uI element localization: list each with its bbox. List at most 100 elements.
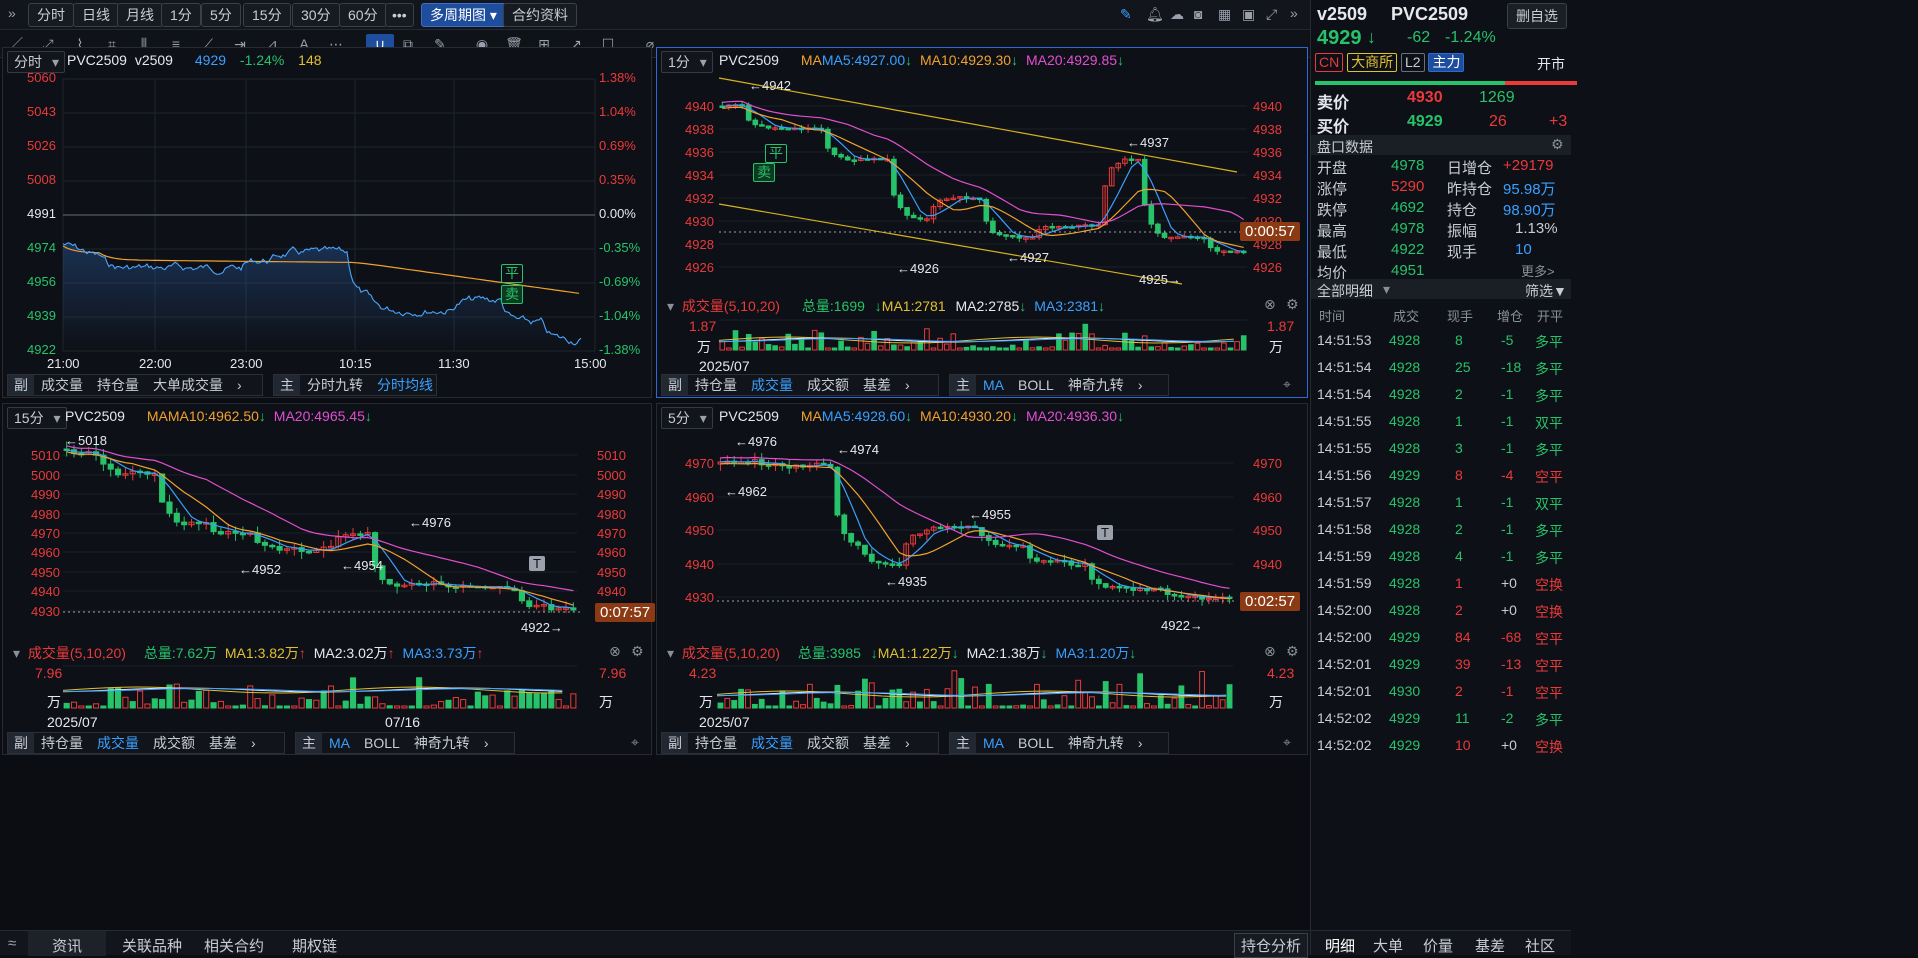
ind-nine[interactable]: 神奇九转 [1067, 735, 1124, 751]
more-button[interactable]: ••• [385, 3, 414, 27]
ind-volume[interactable]: 成交量 [97, 735, 139, 751]
next-arrow-icon[interactable]: › [905, 377, 910, 393]
measure-tool-icon[interactable]: ⇥ [234, 36, 246, 52]
bars-tool-icon[interactable]: ⫼ [140, 36, 148, 52]
tab-community[interactable]: 社区 [1525, 938, 1556, 955]
multi-period-button[interactable]: 多周期图 ▾ [421, 3, 506, 27]
ind-nine[interactable]: 分时九转 [307, 377, 363, 393]
ind-basis[interactable]: 基差 [863, 735, 891, 751]
period-select[interactable]: 1分 [661, 51, 713, 73]
fan-tool-icon[interactable]: ⟋ [203, 36, 213, 52]
volume-bar [1013, 705, 1020, 709]
settings-icon[interactable]: ⚙ [1551, 136, 1564, 152]
detail-title[interactable]: 全部明细 [1317, 283, 1373, 299]
expand-icon[interactable]: » [8, 5, 16, 21]
next-arrow-icon[interactable]: › [483, 735, 489, 751]
fib-tool-icon[interactable]: ≡ [171, 36, 181, 52]
tab-1min[interactable]: 1分 [161, 3, 201, 27]
volume-bar [460, 699, 467, 709]
pen-icon[interactable]: ✎ [434, 36, 446, 52]
chart-settings-icon[interactable]: ▣ [1242, 6, 1256, 22]
period-select[interactable]: 5分 [661, 407, 713, 429]
ind-ma[interactable]: MA [983, 735, 1004, 751]
close-icon[interactable]: ⊗ [1264, 296, 1276, 312]
next-arrow-icon[interactable]: › [251, 735, 256, 751]
ind-boll[interactable]: BOLL [1018, 377, 1054, 393]
ruler-icon[interactable]: ⌀ [645, 36, 655, 52]
ind-volume[interactable]: 成交量 [41, 377, 83, 393]
tab-options[interactable]: 期权链 [292, 938, 338, 955]
tab-30min[interactable]: 30分 [292, 3, 340, 27]
ind-amount[interactable]: 成交额 [807, 735, 849, 751]
camera-icon[interactable]: ◙ [1194, 6, 1203, 22]
gann-tool-icon[interactable]: ⊿ [266, 36, 278, 52]
ind-boll[interactable]: BOLL [364, 735, 400, 751]
ind-amount[interactable]: 成交额 [807, 377, 849, 393]
ind-ma[interactable]: MA [329, 735, 350, 751]
period-select[interactable]: 15分 [7, 407, 67, 429]
ind-basis[interactable]: 基差 [209, 735, 237, 751]
period-select[interactable]: 分时 [7, 51, 65, 73]
channel-tool-icon[interactable]: ⌇ [76, 36, 84, 52]
tab-news[interactable]: 资讯 [28, 931, 107, 956]
bell-icon[interactable]: 🔔︎ [1146, 6, 1164, 22]
y-axis-label-right: 4940 [597, 584, 626, 599]
layers-icon[interactable]: ⧉ [403, 36, 413, 52]
ind-avgline[interactable]: 分时均线 [377, 377, 433, 393]
ind-oi[interactable]: 持仓量 [97, 377, 139, 393]
gear-icon[interactable]: ⚙ [631, 643, 644, 659]
tab-pricevol[interactable]: 价量 [1423, 938, 1454, 955]
ind-boll[interactable]: BOLL [1018, 735, 1054, 751]
tab-related[interactable]: 关联品种 [122, 938, 183, 955]
tab-monthly[interactable]: 月线 [117, 3, 163, 27]
tab-15min[interactable]: 15分 [243, 3, 291, 27]
close-icon[interactable]: ⊗ [1264, 643, 1276, 659]
tab-daily[interactable]: 日线 [73, 3, 119, 27]
grid-icon[interactable]: ▦ [1218, 6, 1232, 22]
hold-analysis-button[interactable]: 持仓分析 [1234, 933, 1309, 958]
tab-detail[interactable]: 明细 [1325, 938, 1356, 955]
ind-oi[interactable]: 持仓量 [695, 735, 737, 751]
ind-nine[interactable]: 神奇九转 [1067, 377, 1124, 393]
text-tool-icon[interactable]: A [299, 36, 309, 52]
expand-up-icon[interactable]: ≈ [8, 935, 17, 952]
tab-5min[interactable]: 5分 [201, 3, 241, 27]
ind-nine[interactable]: 神奇九转 [413, 735, 470, 751]
tab-basis[interactable]: 基差 [1475, 938, 1506, 955]
ind-volume[interactable]: 成交量 [751, 377, 793, 393]
next-arrow-icon[interactable]: › [905, 735, 910, 751]
ind-basis[interactable]: 基差 [863, 377, 891, 393]
contract-info-button[interactable]: 合约资料 [503, 3, 577, 27]
share-icon[interactable]: ↗ [570, 36, 582, 52]
ind-bigvol[interactable]: 大单成交量 [153, 377, 223, 393]
crop-tool-icon[interactable]: ⌗ [108, 36, 116, 52]
ind-oi[interactable]: 持仓量 [41, 735, 83, 751]
ind-ma[interactable]: MA [983, 377, 1004, 393]
location-icon[interactable]: ⌖ [631, 734, 639, 750]
gear-icon[interactable]: ⚙ [1286, 296, 1299, 312]
ray-tool-icon[interactable]: ⤢ [42, 36, 54, 52]
filter-button[interactable]: 筛选▼ [1525, 283, 1567, 299]
gear-icon[interactable]: ⚙ [1286, 643, 1299, 659]
ind-volume[interactable]: 成交量 [751, 735, 793, 751]
close-icon[interactable]: ⊗ [609, 643, 621, 659]
next-arrow-icon[interactable]: › [1137, 735, 1143, 751]
objects-icon[interactable]: ⊞ [538, 36, 550, 52]
tab-contracts[interactable]: 相关合约 [204, 938, 265, 955]
tab-bigorder[interactable]: 大单 [1373, 938, 1404, 955]
tab-60min[interactable]: 60分 [339, 3, 387, 27]
tab-fenshi[interactable]: 分时 [28, 3, 74, 27]
next-arrow-icon[interactable]: › [1137, 377, 1143, 393]
next-arrow-icon[interactable]: › [237, 377, 242, 393]
fullscreen-icon[interactable]: ⤢ [1266, 6, 1278, 22]
remove-favorite-button[interactable]: 删自选 [1507, 3, 1567, 29]
draw-icon[interactable]: ✎ [1120, 6, 1132, 22]
ind-amount[interactable]: 成交额 [153, 735, 195, 751]
location-icon[interactable]: ⌖ [1283, 376, 1291, 392]
collapse-icon[interactable]: » [1290, 5, 1298, 21]
more-link[interactable]: 更多> [1521, 264, 1555, 279]
ind-oi[interactable]: 持仓量 [695, 377, 737, 393]
y-axis-label: 4928 [685, 237, 714, 252]
location-icon[interactable]: ⌖ [1283, 734, 1291, 750]
cloud-icon[interactable]: ☁ [1170, 6, 1184, 22]
